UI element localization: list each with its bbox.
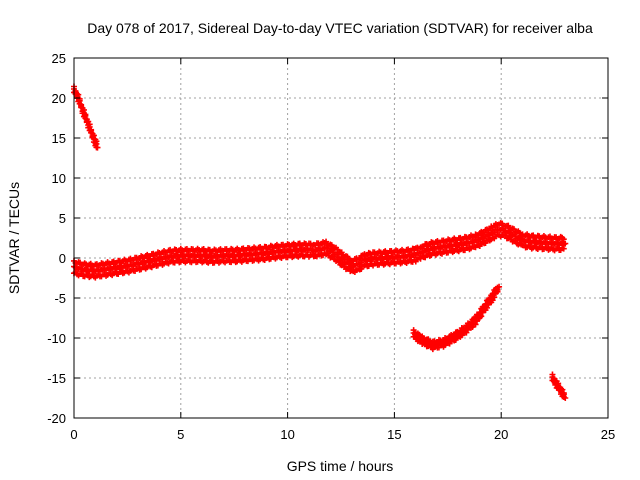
data-point <box>90 132 97 139</box>
y-tick-label: -5 <box>54 291 66 306</box>
data-points <box>71 83 569 401</box>
data-point <box>555 380 562 387</box>
y-tick-label: 5 <box>59 211 66 226</box>
data-point <box>496 283 503 290</box>
y-tick-label: 10 <box>52 171 66 186</box>
data-point <box>94 144 101 151</box>
x-tick-label: 0 <box>70 427 77 442</box>
data-point <box>560 390 567 397</box>
x-tick-label: 25 <box>601 427 615 442</box>
data-point <box>78 101 85 108</box>
data-point <box>559 386 566 393</box>
y-tick-label: 25 <box>52 51 66 66</box>
data-point <box>93 138 100 145</box>
data-point <box>75 91 82 98</box>
plot-border <box>73 57 609 419</box>
chart-title: Day 078 of 2017, Sidereal Day-to-day VTE… <box>87 20 593 36</box>
x-tick-label: 20 <box>494 427 508 442</box>
data-point <box>82 111 89 118</box>
axes: 0 5 10 15 20 25 -20 -15 -10 -5 0 5 10 15 20 25 <box>47 51 615 442</box>
grid <box>74 58 608 418</box>
y-tick-label: -10 <box>47 331 66 346</box>
data-point <box>562 240 569 247</box>
y-tick-label: -15 <box>47 371 66 386</box>
series-main-band <box>71 220 569 281</box>
data-point <box>560 236 567 243</box>
y-tick-label: -20 <box>47 411 66 426</box>
series-segment-end <box>549 371 569 401</box>
y-tick-label: 0 <box>59 251 66 266</box>
y-axis-label: SDTVAR / TECUs <box>6 182 22 294</box>
x-tick-label: 10 <box>280 427 294 442</box>
data-point <box>80 106 87 113</box>
x-tick-label: 5 <box>177 427 184 442</box>
series-segment-lower <box>410 283 503 353</box>
x-axis-label: GPS time / hours <box>287 458 394 474</box>
data-point <box>562 395 569 401</box>
data-point <box>88 126 95 133</box>
y-tick-label: 15 <box>52 131 66 146</box>
data-point <box>549 371 556 378</box>
data-point <box>76 95 83 102</box>
series-segment-1 <box>71 83 101 151</box>
x-tick-label: 15 <box>387 427 401 442</box>
y-tick-label: 20 <box>52 91 66 106</box>
data-point <box>86 121 93 128</box>
